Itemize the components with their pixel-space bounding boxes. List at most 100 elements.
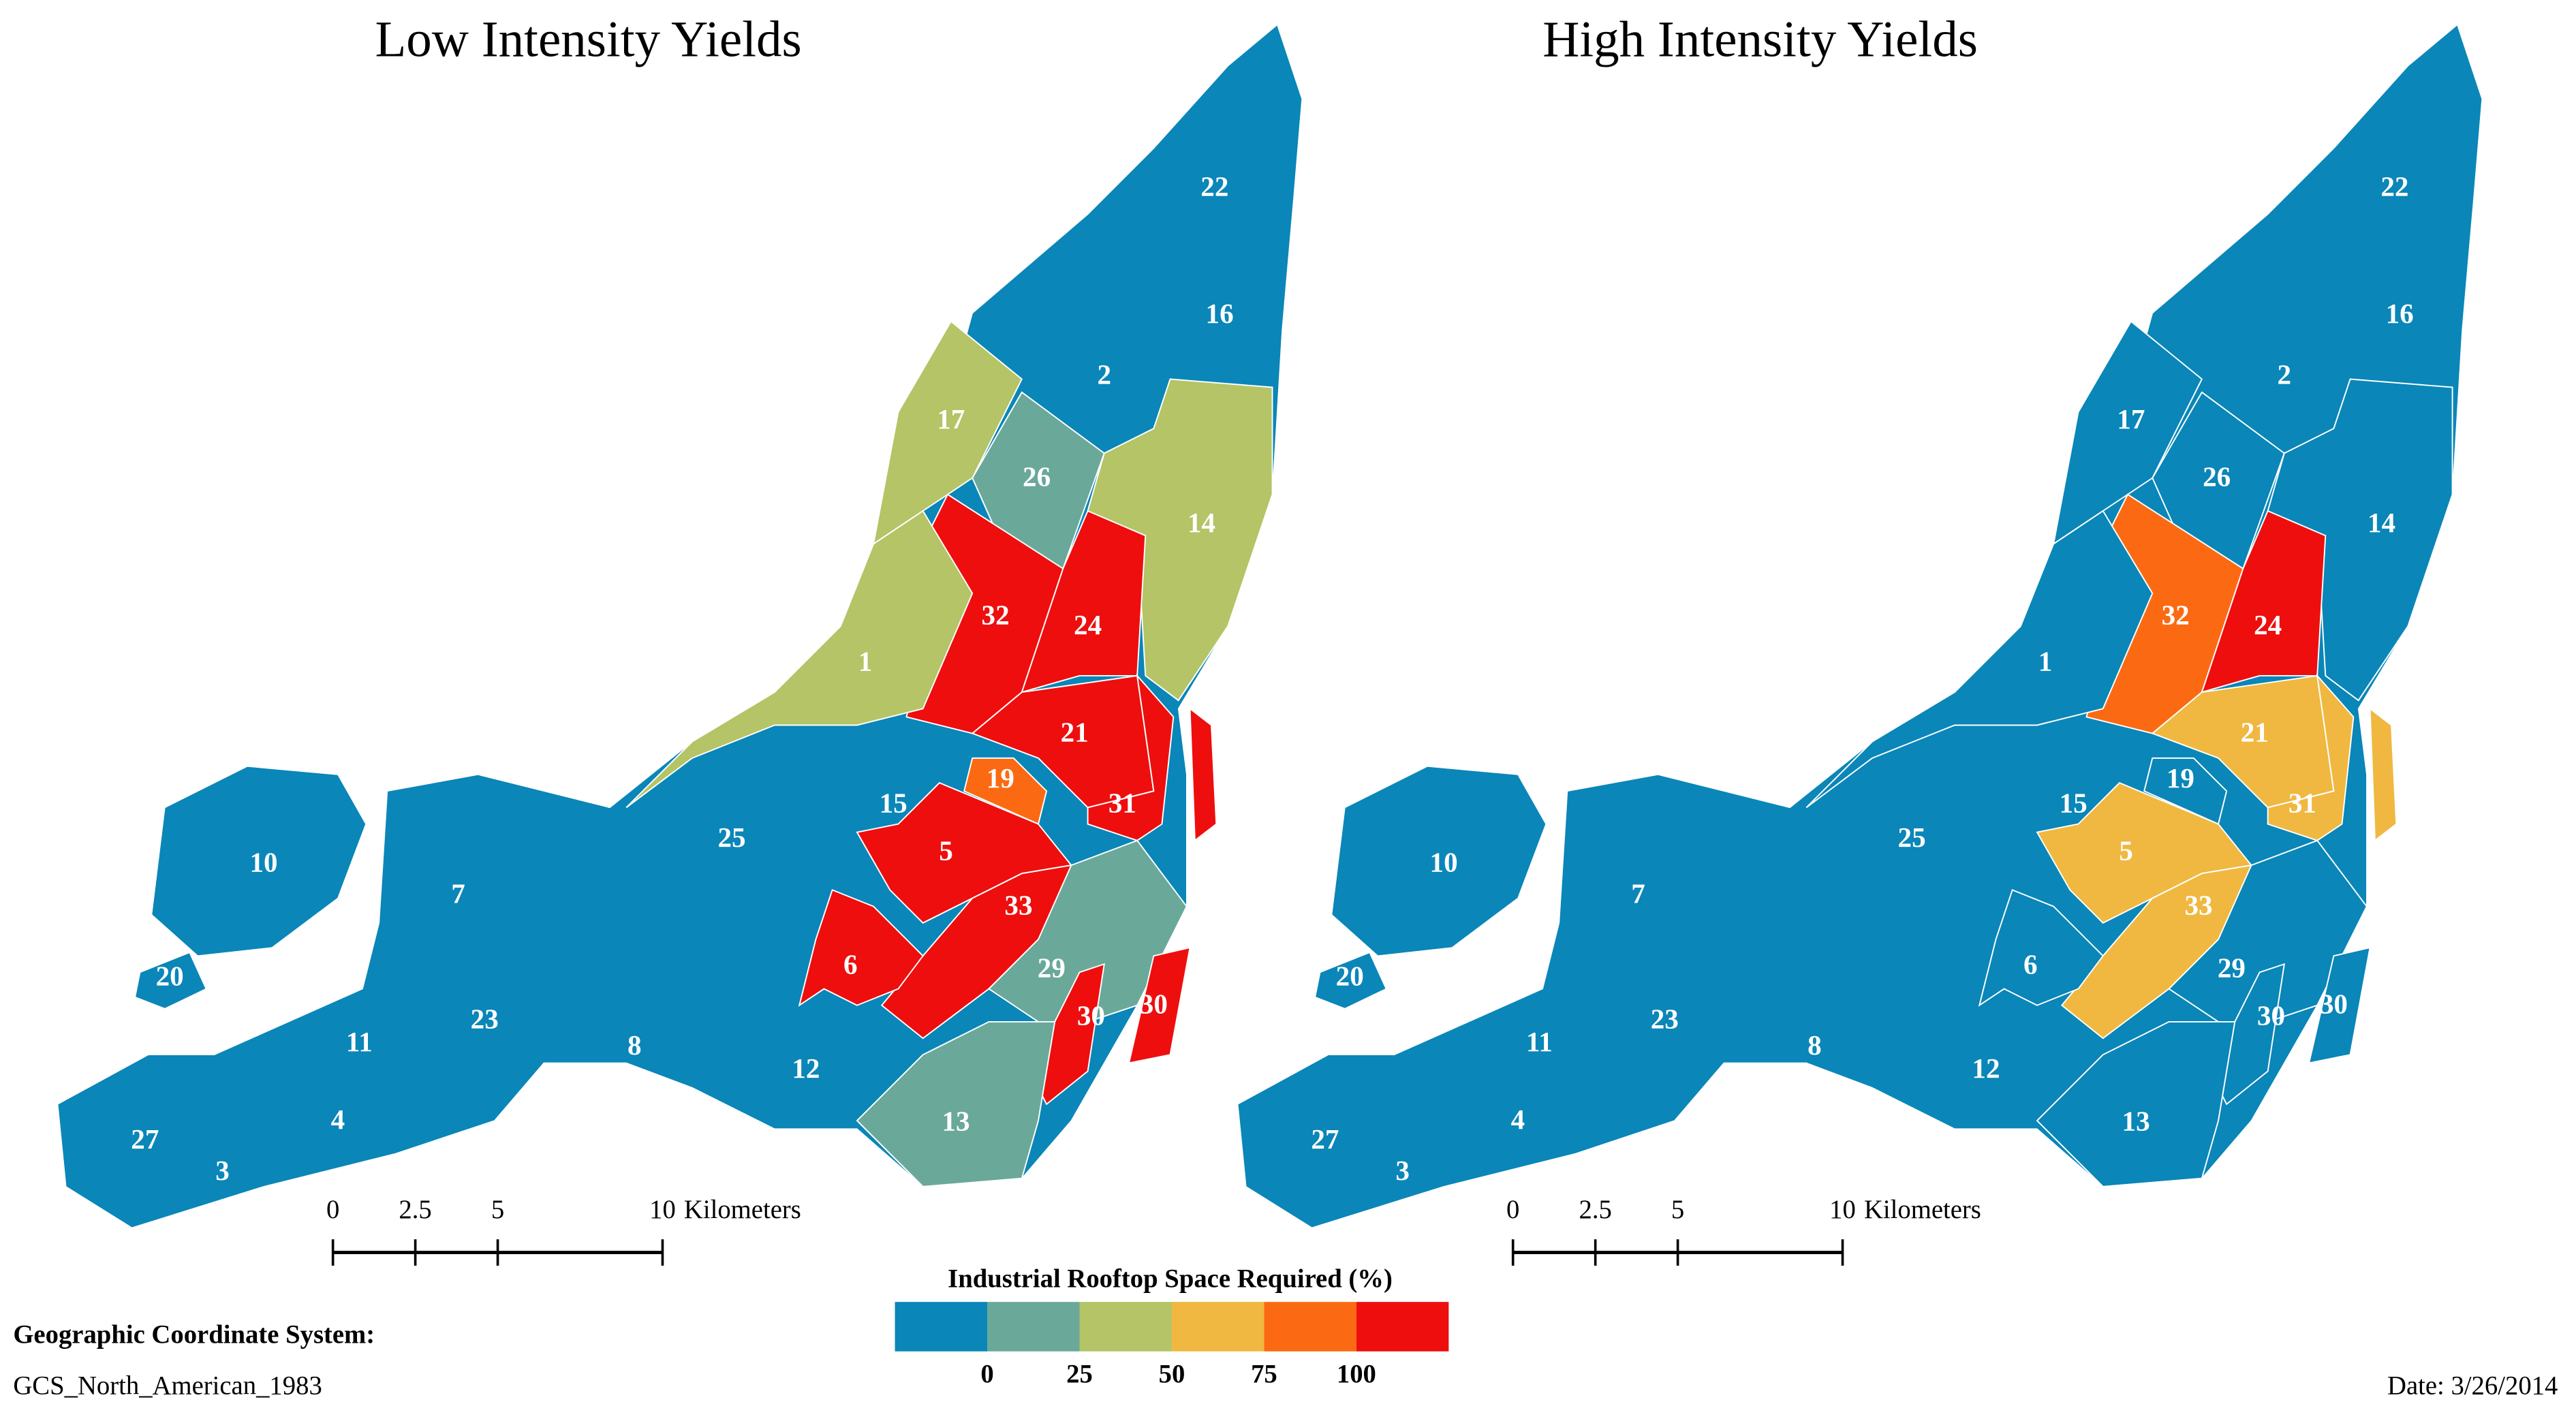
district-label: 31 bbox=[2288, 787, 2316, 818]
district-label: 25 bbox=[718, 822, 746, 853]
district bbox=[963, 757, 1048, 825]
district-label: 17 bbox=[937, 403, 965, 435]
district bbox=[625, 510, 974, 809]
district-label: 4 bbox=[1511, 1104, 1525, 1135]
district-label: 26 bbox=[1023, 461, 1051, 492]
district bbox=[2143, 757, 2228, 825]
date: Date: 3/26/2014 bbox=[2387, 1372, 2558, 1401]
scale-label: 2.5 bbox=[399, 1196, 431, 1224]
legend-tick-label: 100 bbox=[1337, 1360, 1376, 1389]
district-label: 5 bbox=[939, 835, 953, 867]
district-label: 19 bbox=[987, 762, 1014, 794]
district-label: 14 bbox=[1188, 507, 1215, 538]
district-label: 31 bbox=[1108, 787, 1136, 818]
district-label: 23 bbox=[471, 1003, 499, 1034]
district-label: 3 bbox=[1395, 1155, 1410, 1186]
district-label: 7 bbox=[451, 878, 465, 909]
legend-tick-label: 50 bbox=[1159, 1360, 1185, 1389]
district-label: 21 bbox=[1061, 716, 1089, 747]
district bbox=[1087, 378, 1273, 702]
scale-label: 0 bbox=[326, 1196, 339, 1224]
district bbox=[2036, 1020, 2236, 1187]
district-label: 6 bbox=[843, 949, 858, 980]
district-label: 24 bbox=[2254, 609, 2282, 640]
district-label: 1 bbox=[2038, 645, 2053, 676]
district-label: 30 bbox=[1077, 1000, 1105, 1031]
legend-swatch bbox=[895, 1302, 988, 1352]
district bbox=[2308, 946, 2371, 1064]
district-label: 11 bbox=[1526, 1026, 1553, 1057]
district-label: 15 bbox=[880, 787, 907, 818]
district bbox=[2201, 510, 2327, 693]
district-label: 14 bbox=[2368, 507, 2395, 538]
district bbox=[798, 889, 924, 1007]
district-label: 23 bbox=[1651, 1003, 1679, 1034]
map-title: High Intensity Yields bbox=[1542, 11, 1978, 67]
scale-label: 0 bbox=[1506, 1196, 1519, 1224]
district-label: 25 bbox=[1898, 822, 1926, 853]
district-label: 8 bbox=[1807, 1029, 1822, 1061]
district-label: 27 bbox=[1311, 1123, 1339, 1155]
district-label: 20 bbox=[156, 960, 184, 991]
district-label: 7 bbox=[1631, 878, 1645, 909]
district-label: 17 bbox=[2117, 403, 2145, 435]
district-label: 27 bbox=[131, 1123, 159, 1155]
scale-label: 10 bbox=[649, 1196, 676, 1224]
district bbox=[1189, 707, 1217, 842]
district-label: 2 bbox=[1097, 358, 1111, 390]
scale-label: 5 bbox=[1671, 1196, 1684, 1224]
district-label: 22 bbox=[2380, 171, 2408, 202]
district-label: 20 bbox=[1336, 960, 1364, 991]
district-label: 30 bbox=[2320, 988, 2348, 1020]
district-label: 22 bbox=[1200, 171, 1228, 202]
district-label: 32 bbox=[982, 599, 1010, 631]
landmass bbox=[134, 952, 207, 1010]
district-label: 19 bbox=[2167, 762, 2194, 794]
legend-swatch bbox=[987, 1302, 1080, 1352]
district bbox=[2267, 673, 2355, 841]
district bbox=[1128, 946, 1191, 1064]
district-label: 29 bbox=[2218, 952, 2246, 983]
legend-tick-label: 75 bbox=[1251, 1360, 1277, 1389]
crs-label: Geographic Coordinate System: bbox=[13, 1321, 375, 1350]
district-label: 12 bbox=[1972, 1052, 2000, 1084]
district-label: 13 bbox=[2122, 1105, 2150, 1136]
district-label: 3 bbox=[215, 1155, 230, 1186]
legend-title: Industrial Rooftop Space Required (%) bbox=[948, 1264, 1393, 1293]
district-label: 24 bbox=[1074, 609, 1102, 640]
district-label: 13 bbox=[942, 1105, 970, 1136]
district-label: 10 bbox=[249, 847, 277, 878]
scale-unit: Kilometers bbox=[1864, 1196, 1981, 1224]
district-label: 21 bbox=[2241, 716, 2269, 747]
district-label: 6 bbox=[2023, 949, 2038, 980]
landmass bbox=[1331, 766, 1547, 956]
crs-name: GCS_North_American_1983 bbox=[13, 1372, 322, 1401]
district-label: 10 bbox=[1430, 847, 1458, 878]
district-label: 16 bbox=[2386, 298, 2414, 329]
legend-swatch bbox=[1356, 1302, 1449, 1352]
district bbox=[2369, 707, 2397, 842]
legend-swatch bbox=[1171, 1302, 1264, 1352]
district-label: 33 bbox=[1004, 889, 1032, 920]
district-label: 5 bbox=[2119, 835, 2133, 867]
legend-tick-label: 25 bbox=[1066, 1360, 1093, 1389]
district-label: 15 bbox=[2060, 787, 2088, 818]
district-label: 8 bbox=[627, 1029, 642, 1061]
district-label: 11 bbox=[346, 1026, 373, 1057]
district-label: 30 bbox=[2257, 1000, 2285, 1031]
landmass bbox=[151, 766, 367, 956]
district-label: 32 bbox=[2162, 599, 2190, 631]
scale-label: 10 bbox=[1829, 1196, 1856, 1224]
district bbox=[1021, 510, 1147, 693]
district-label: 1 bbox=[858, 645, 873, 676]
district-label: 12 bbox=[792, 1052, 820, 1084]
district bbox=[2267, 378, 2453, 702]
district-label: 16 bbox=[1206, 298, 1234, 329]
district bbox=[1087, 673, 1175, 841]
district-label: 4 bbox=[331, 1104, 345, 1135]
district-label: 26 bbox=[2203, 461, 2231, 492]
